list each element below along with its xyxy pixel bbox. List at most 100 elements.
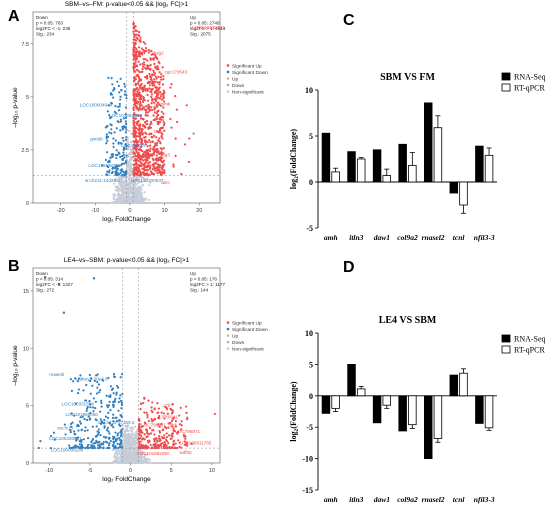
point-sig-up xyxy=(158,425,161,428)
point-nonsig xyxy=(126,186,129,190)
point-nonsig xyxy=(119,455,122,459)
point-nonsig xyxy=(128,182,131,185)
bar-rt-qpcr xyxy=(331,171,340,183)
point-nonsig xyxy=(114,185,117,188)
gene-label-down: rnasel2 xyxy=(49,372,65,377)
point-nonsig xyxy=(130,450,133,453)
point-sig-up xyxy=(140,142,144,145)
x-tick-label: -5 xyxy=(87,468,92,474)
point-sig-up xyxy=(147,111,150,114)
point-sig-up xyxy=(146,435,149,438)
point-sig-down xyxy=(118,445,121,448)
point-sig-up xyxy=(156,159,159,162)
point-sig-up xyxy=(144,105,148,108)
point-sig-down xyxy=(112,413,115,416)
point-sig-up xyxy=(138,127,141,130)
point-nonsig xyxy=(115,449,118,452)
point-sig-up xyxy=(163,434,166,437)
point-sig-up xyxy=(133,43,136,46)
point-sig-down xyxy=(82,389,85,392)
x-tick-label: 0 xyxy=(129,468,132,474)
x-axis-label: log₂ FoldChange xyxy=(102,476,151,483)
point-sig-up xyxy=(160,436,164,439)
category-label: amh xyxy=(324,233,338,242)
point-sig-up xyxy=(157,75,160,79)
point-sig-down xyxy=(114,431,117,434)
point-sig-down xyxy=(125,138,128,141)
point-sig-up xyxy=(150,417,153,421)
point-nonsig xyxy=(133,190,136,194)
point-sig-up xyxy=(139,131,142,134)
point-sig-up xyxy=(157,423,160,426)
point-sig-up xyxy=(132,119,135,122)
point-sig-up xyxy=(157,131,161,134)
point-sig-up xyxy=(153,433,156,436)
point-sig-down xyxy=(115,112,118,115)
point-sig-up xyxy=(156,142,159,145)
point-sig-down xyxy=(70,422,73,425)
point-sig-up xyxy=(148,105,151,108)
point-sig-up xyxy=(137,159,140,162)
gene-label-down: wu:fc13 xyxy=(57,426,73,431)
point-sig-down xyxy=(73,377,77,380)
point-sig-up xyxy=(145,429,149,432)
point-sig-up xyxy=(170,419,174,423)
point-nonsig xyxy=(134,454,137,457)
point-sig-up xyxy=(154,75,158,78)
point-sig-up xyxy=(143,396,146,399)
point-sig-up xyxy=(144,75,147,79)
point-sig-up xyxy=(186,418,189,421)
point-nonsig xyxy=(139,186,142,189)
point-sig-down xyxy=(124,126,127,129)
point-sig-down xyxy=(81,415,84,418)
gene-label-up: btr1 xyxy=(154,129,162,134)
category-label: tcnl xyxy=(453,495,466,504)
x-tick-label: 20 xyxy=(196,208,202,214)
point-sig-up xyxy=(137,46,141,49)
point-sig-up xyxy=(165,444,168,447)
point-sig-up xyxy=(173,416,176,419)
point-sig-up xyxy=(145,411,148,414)
point-sig-up xyxy=(134,138,138,141)
point-sig-up xyxy=(149,68,152,71)
point-sig-up xyxy=(163,122,166,125)
point-sig-up xyxy=(132,38,135,41)
point-sig-up xyxy=(147,399,150,402)
y-tick-label: -15 xyxy=(302,486,313,495)
point-nonsig xyxy=(128,167,131,170)
point-nonsig xyxy=(122,195,126,199)
point-sig-up xyxy=(137,438,140,441)
point-sig-up xyxy=(163,169,166,172)
point-sig-down xyxy=(80,428,83,431)
point-sig-up xyxy=(174,137,177,140)
point-sig-up xyxy=(162,97,165,100)
point-sig-down xyxy=(119,424,122,428)
point-sig-down xyxy=(116,432,120,435)
point-sig-down xyxy=(106,441,109,444)
point-nonsig xyxy=(132,459,135,463)
point-sig-up xyxy=(152,58,155,61)
point-nonsig xyxy=(135,445,138,449)
point-nonsig xyxy=(123,199,126,202)
point-nonsig xyxy=(130,426,134,429)
point-sig-up xyxy=(150,102,153,105)
point-sig-up xyxy=(151,148,154,151)
point-sig-up xyxy=(137,440,140,444)
point-sig-down xyxy=(111,167,114,170)
point-sig-up xyxy=(175,108,178,111)
point-sig-up xyxy=(153,440,156,443)
point-nonsig xyxy=(121,453,124,456)
point-sig-up xyxy=(148,433,151,436)
point-sig-down xyxy=(119,442,122,445)
point-sig-up xyxy=(146,99,150,102)
point-sig-up xyxy=(165,427,168,430)
point-nonsig xyxy=(139,176,142,179)
point-sig-up xyxy=(154,86,157,89)
y-tick-label: -10 xyxy=(302,455,313,464)
point-sig-up xyxy=(184,443,187,447)
bar-rt-qpcr xyxy=(382,175,391,183)
point-nonsig xyxy=(134,456,137,460)
point-sig-down xyxy=(94,400,97,403)
point-sig-up xyxy=(147,49,151,52)
gene-label-up: aig3 xyxy=(161,152,170,157)
